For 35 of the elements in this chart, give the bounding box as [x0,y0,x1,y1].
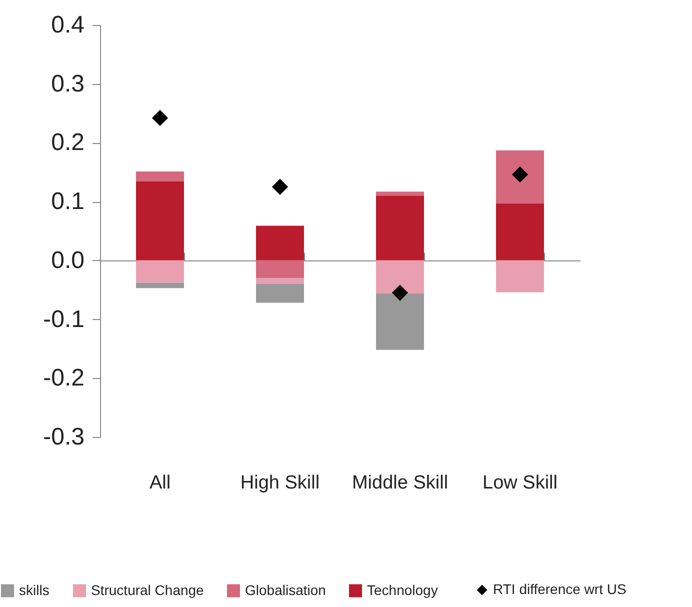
y-tick-label: 0.4 [51,12,84,38]
y-tick-label: -0.2 [43,364,84,392]
y-tick-label: -0.3 [43,424,84,450]
bar [136,182,184,260]
x-tick-label: All [149,472,171,494]
y-tick-label: 0.3 [51,70,84,98]
y-tick-label: 0.0 [51,246,84,274]
x-tick-label: Middle Skill [352,472,448,494]
bar [256,226,304,260]
bar [256,260,304,278]
legend-label: skills [19,582,50,598]
legend-label: Globalisation [245,582,326,598]
bar [256,278,304,284]
bar [136,172,184,182]
y-tick-label: 0.2 [51,129,84,156]
bar [496,203,544,260]
y-tick-label: 0.1 [51,188,84,216]
bar [496,150,544,204]
legend-label: Structural Change [91,582,204,598]
bar [496,260,544,292]
legend-label: RTI difference wrt US [493,581,626,597]
point [152,110,168,126]
bar [136,260,184,283]
legend-label: Technology [367,582,438,598]
bar [376,192,424,196]
x-tick-label: High Skill [240,472,320,494]
bar [136,282,184,288]
point [272,178,288,195]
bar [256,284,304,303]
bar [376,293,424,350]
bar [376,260,424,294]
point [392,284,408,301]
bar [376,196,424,260]
x-tick-label: Low Skill [482,472,558,494]
y-tick-label: -0.1 [43,306,84,333]
